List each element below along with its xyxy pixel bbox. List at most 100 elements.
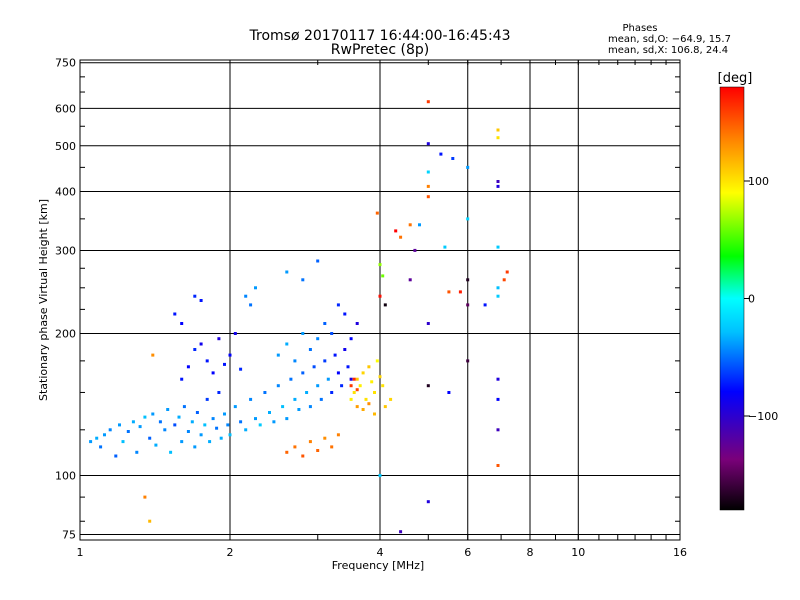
data-point (103, 433, 106, 437)
data-point (355, 377, 359, 381)
data-point (316, 337, 320, 341)
data-point (154, 443, 158, 447)
colorbar-label: [deg] (718, 71, 753, 86)
data-point (447, 391, 451, 394)
data-point (349, 384, 353, 388)
data-point (305, 391, 309, 394)
data-point (426, 142, 430, 146)
data-point (496, 128, 500, 132)
data-point (308, 405, 312, 409)
data-point (293, 359, 297, 363)
data-point (177, 415, 181, 419)
colorbar-ticks: 100 0 −100 (744, 175, 778, 423)
x-axis-label: Frequency [MHz] (332, 559, 424, 572)
data-point (239, 367, 243, 371)
data-point (336, 303, 340, 307)
data-point (355, 405, 359, 409)
data-point (394, 229, 398, 233)
data-point (496, 397, 500, 401)
y-tick-label: 400 (55, 186, 76, 199)
data-point (323, 436, 327, 440)
data-point (355, 322, 359, 325)
data-point (355, 388, 359, 392)
data-point (333, 353, 337, 357)
data-point (285, 342, 289, 346)
data-point (276, 384, 280, 388)
y-tick-label: 75 (62, 528, 76, 541)
data-point (483, 303, 487, 307)
x-tick-label: 16 (673, 546, 687, 559)
phase-stats-o: mean, sd,O: −64.9, 15.7 (608, 34, 731, 45)
data-point (180, 322, 184, 325)
data-point (399, 530, 403, 534)
data-point (289, 377, 293, 381)
data-point (285, 270, 289, 274)
data-point (323, 359, 327, 363)
data-point (496, 245, 500, 249)
colorbar-tick-label: 0 (748, 293, 755, 306)
data-point (361, 371, 365, 375)
data-point (219, 436, 223, 440)
data-point (330, 332, 334, 335)
data-point (276, 353, 280, 357)
phase-stats-x: mean, sd,X: 106.8, 24.4 (608, 45, 728, 56)
data-point (126, 430, 130, 433)
data-point (383, 405, 387, 409)
data-point (263, 391, 267, 394)
data-point (208, 440, 212, 444)
data-point (389, 397, 393, 401)
data-point (316, 384, 320, 388)
data-point (349, 337, 353, 341)
data-point (367, 402, 371, 406)
data-point (330, 445, 334, 449)
data-point (426, 100, 430, 104)
data-point (258, 423, 262, 427)
data-point (180, 440, 184, 444)
data-point (195, 411, 199, 414)
data-point (346, 365, 350, 369)
data-point (158, 420, 162, 424)
data-point (166, 408, 170, 411)
data-point (254, 286, 257, 290)
data-point (496, 294, 500, 298)
data-point (244, 428, 248, 432)
data-point (364, 397, 368, 401)
data-point (426, 195, 430, 199)
data-point (458, 290, 462, 294)
data-point (367, 365, 371, 369)
data-point (496, 377, 500, 381)
data-point (244, 294, 248, 298)
data-point (496, 180, 500, 183)
data-point (352, 391, 356, 394)
data-point (466, 359, 470, 363)
data-point (466, 165, 470, 169)
data-point (199, 299, 203, 302)
data-point (451, 157, 455, 160)
data-point (203, 423, 207, 427)
data-point (118, 423, 121, 427)
data-point (443, 245, 447, 249)
data-point (193, 294, 197, 298)
data-point (99, 445, 103, 449)
y-tick-label: 300 (55, 244, 76, 257)
data-point (186, 430, 190, 433)
data-point (349, 377, 353, 381)
data-point (418, 223, 421, 227)
data-point (199, 433, 203, 437)
data-point (301, 371, 305, 375)
data-point (217, 337, 221, 341)
data-point (378, 375, 382, 379)
y-tick-label: 750 (55, 57, 76, 70)
data-point (89, 440, 93, 444)
y-tick-label: 200 (55, 328, 76, 341)
data-point (151, 353, 155, 357)
data-point (228, 353, 232, 357)
x-tick-label: 8 (527, 546, 534, 559)
data-point (108, 428, 112, 432)
x-tick-label: 10 (571, 546, 585, 559)
data-point (268, 411, 271, 414)
data-point (426, 184, 430, 188)
data-point (349, 397, 353, 401)
data-point (226, 423, 230, 427)
